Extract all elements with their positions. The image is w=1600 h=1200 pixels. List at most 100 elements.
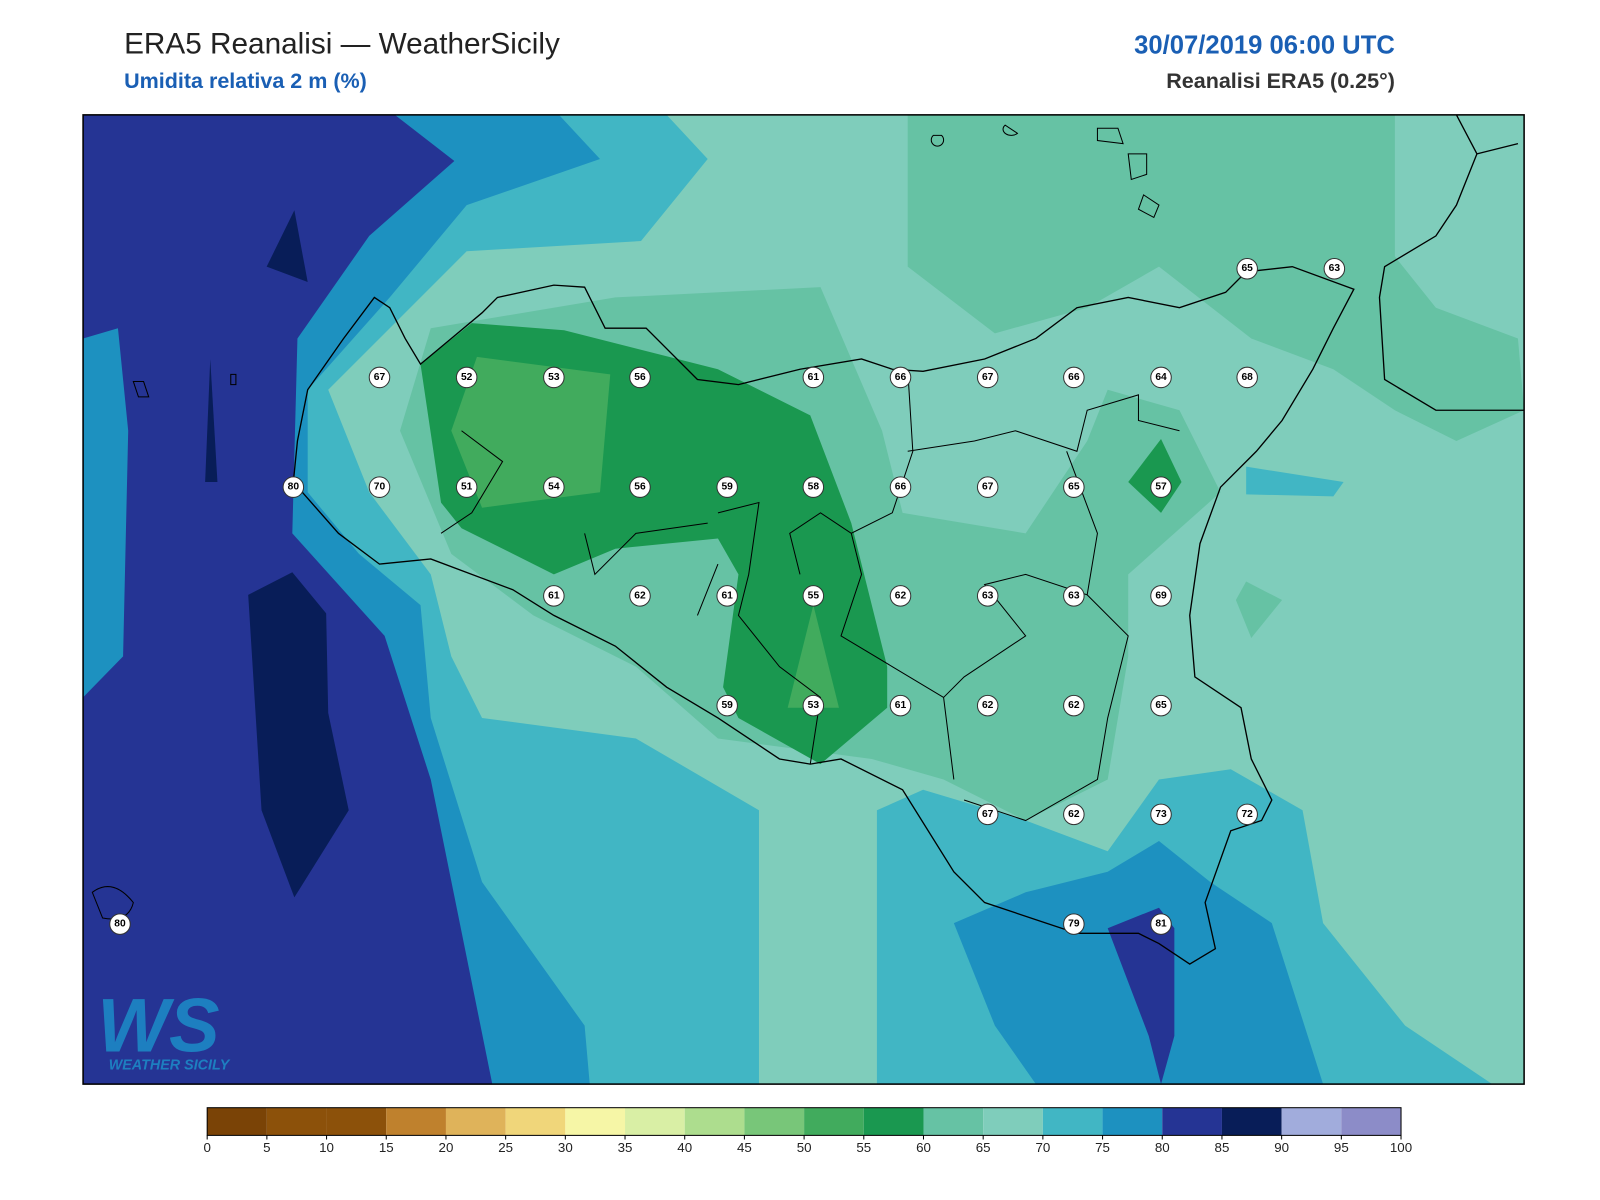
station-marker	[1063, 585, 1085, 607]
colorbar-bin	[863, 1107, 924, 1136]
station-value: 51	[461, 482, 473, 493]
station-value: 62	[1068, 700, 1080, 711]
station-value: 62	[982, 700, 994, 711]
station: 63	[1063, 585, 1085, 607]
station-value: 61	[808, 372, 820, 383]
station-marker	[802, 366, 825, 389]
colorbar-tick-label: 85	[1215, 1140, 1230, 1155]
station-marker	[802, 585, 825, 607]
colorbar-bin	[983, 1107, 1043, 1136]
station-value: 81	[1155, 919, 1167, 930]
colorbar-bin	[804, 1107, 864, 1136]
colorbar-tick-label: 0	[203, 1140, 210, 1155]
station: 67	[368, 366, 391, 389]
station: 62	[1063, 803, 1085, 826]
title: ERA5 Reanalisi — WeatherSicily	[124, 27, 560, 60]
map-frame	[82, 114, 1525, 1085]
station: 53	[802, 694, 825, 717]
colorbar-tick-label: 15	[379, 1140, 394, 1155]
station-value: 72	[1241, 809, 1253, 820]
colorbar-bin	[565, 1107, 626, 1136]
station: 80	[109, 913, 131, 935]
station: 57	[1150, 476, 1172, 498]
station-value: 61	[548, 590, 560, 601]
station: 63	[1323, 257, 1346, 280]
station: 64	[1150, 366, 1172, 389]
station: 63	[976, 585, 999, 607]
logo-mark: WS	[97, 983, 219, 1068]
station: 53	[543, 366, 565, 389]
colorbar-bin	[1281, 1107, 1342, 1136]
colorbar-tick-label: 5	[263, 1140, 270, 1155]
station-value: 67	[982, 809, 994, 820]
station: 80	[282, 476, 305, 498]
station-value: 66	[1068, 372, 1080, 383]
station-value: 63	[1329, 263, 1341, 274]
station: 65	[1150, 694, 1172, 717]
station-value: 61	[895, 700, 907, 711]
colorbar-tick-label: 65	[976, 1140, 991, 1155]
station-value: 63	[982, 590, 994, 601]
colorbar-bin	[1102, 1107, 1163, 1136]
station-value: 79	[1068, 919, 1080, 930]
colorbar-tick-label: 25	[498, 1140, 513, 1155]
station: 62	[889, 585, 912, 607]
station: 59	[716, 476, 738, 498]
station: 79	[1063, 913, 1085, 935]
station-marker	[543, 585, 565, 607]
station-marker	[716, 585, 738, 607]
station-value: 59	[721, 700, 733, 711]
station-marker	[629, 366, 651, 389]
station: 66	[1063, 366, 1085, 389]
colorbar-bin	[1341, 1107, 1402, 1136]
station: 54	[543, 476, 565, 498]
station-value: 62	[895, 590, 907, 601]
station-value: 52	[461, 372, 473, 383]
colorbar-tick-label: 10	[319, 1140, 334, 1155]
station-value: 53	[548, 372, 560, 383]
station-value: 56	[634, 372, 646, 383]
colorbar-tick-label: 35	[618, 1140, 633, 1155]
station: 69	[1150, 585, 1172, 607]
station-value: 57	[1155, 482, 1167, 493]
station-value: 62	[634, 590, 646, 601]
station: 66	[889, 476, 912, 498]
station: 67	[976, 366, 999, 389]
station: 72	[1236, 803, 1258, 826]
station-marker	[802, 694, 825, 717]
station-marker	[1063, 913, 1085, 935]
station: 56	[629, 476, 651, 498]
colorbar-bin	[625, 1107, 685, 1136]
station-marker	[543, 476, 565, 498]
station: 68	[1236, 366, 1258, 389]
station: 67	[976, 803, 999, 826]
station-value: 62	[1068, 809, 1080, 820]
station-value: 66	[895, 482, 907, 493]
station-marker	[368, 476, 391, 498]
station-value: 68	[1241, 372, 1253, 383]
colorbar-tick-label: 80	[1155, 1140, 1170, 1155]
station: 61	[802, 366, 825, 389]
colorbar-bin	[505, 1107, 566, 1136]
colorbar-tick-label: 100	[1390, 1140, 1412, 1155]
station: 59	[716, 694, 738, 717]
station-marker	[455, 476, 478, 498]
colorbar-tick-label: 50	[797, 1140, 812, 1155]
station-value: 67	[982, 482, 994, 493]
station-value: 69	[1155, 590, 1167, 601]
station: 62	[1063, 694, 1085, 717]
colorbar-bin	[266, 1107, 327, 1136]
colorbar-bin	[1162, 1107, 1222, 1136]
station: 73	[1150, 803, 1172, 826]
colorbar: 0 5 10 15 20 25 30 35 40 45 50 55 60 65 70 75 80 85 90 95 10…	[203, 1107, 1412, 1155]
station-marker	[1063, 803, 1085, 826]
colorbar-tick-label: 95	[1334, 1140, 1349, 1155]
colorbar-tick-label: 20	[439, 1140, 454, 1155]
station: 70	[368, 476, 391, 498]
station-value: 73	[1155, 809, 1167, 820]
station-marker	[802, 476, 825, 498]
station-marker	[629, 585, 651, 607]
station-marker	[716, 694, 738, 717]
